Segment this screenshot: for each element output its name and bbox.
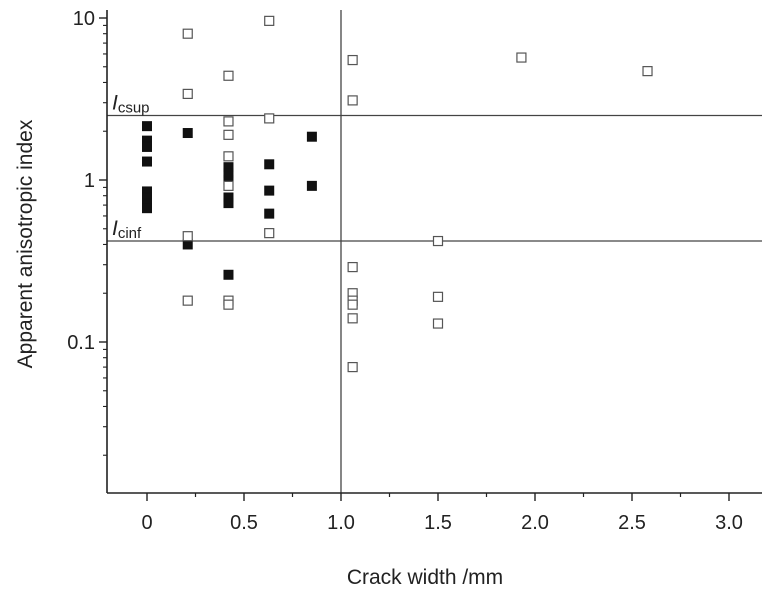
open-square-point bbox=[223, 299, 234, 310]
open-square-point bbox=[347, 313, 358, 324]
y-tick-label: 10 bbox=[73, 8, 95, 30]
open-square-point bbox=[432, 291, 444, 302]
data-points bbox=[142, 15, 653, 373]
filled-square-point bbox=[142, 141, 152, 152]
x-tick-label: 3.0 bbox=[715, 512, 743, 534]
open-square-point bbox=[182, 88, 193, 100]
open-square-point bbox=[347, 299, 358, 310]
x-tick-label: 1.0 bbox=[327, 512, 355, 534]
ref-label-cinf: Icinf bbox=[112, 217, 142, 242]
filled-square-point bbox=[182, 239, 193, 250]
open-square-point bbox=[347, 361, 358, 373]
filled-square-point bbox=[306, 180, 317, 191]
open-square-point bbox=[223, 116, 234, 127]
open-square-point bbox=[264, 113, 275, 124]
open-square-point bbox=[642, 66, 653, 77]
y-tick-label: 0.1 bbox=[67, 332, 95, 354]
reference-lines bbox=[107, 10, 762, 493]
filled-square-point bbox=[142, 156, 152, 167]
open-square-point bbox=[182, 28, 193, 39]
x-tick-label: 2.5 bbox=[618, 512, 646, 534]
filled-square-point bbox=[264, 185, 275, 196]
open-square-point bbox=[264, 15, 275, 26]
filled-square-point bbox=[142, 203, 152, 214]
ticks: 0 0.5 1.0 1.5 2.0 2.5 3.0 0.1 1 10 bbox=[67, 8, 743, 534]
open-square-point bbox=[347, 95, 358, 106]
y-tick-label: 1 bbox=[84, 170, 95, 192]
open-square-point bbox=[223, 70, 234, 81]
open-square-point bbox=[223, 180, 234, 191]
open-square-point bbox=[264, 228, 275, 239]
reference-line-labels: Icsup Icinf bbox=[112, 92, 150, 242]
open-square-point bbox=[223, 151, 234, 162]
x-tick-label: 0.5 bbox=[230, 512, 258, 534]
x-axis-label: Crack width /mm bbox=[347, 566, 503, 589]
open-square-point bbox=[182, 231, 193, 242]
filled-square-point bbox=[306, 131, 317, 142]
filled-square-point bbox=[264, 159, 275, 170]
filled-square-point bbox=[223, 269, 234, 280]
filled-square-point bbox=[182, 128, 193, 139]
ref-label-csup: Icsup bbox=[112, 92, 150, 117]
filled-square-point bbox=[223, 198, 234, 209]
axes bbox=[106, 10, 762, 494]
open-square-point bbox=[432, 235, 444, 247]
open-square-point bbox=[182, 295, 193, 306]
x-tick-label: 1.5 bbox=[424, 512, 452, 534]
filled-square-point bbox=[264, 208, 275, 219]
open-square-point bbox=[516, 52, 527, 63]
filled-square-point bbox=[142, 121, 152, 132]
x-tick-label: 0 bbox=[141, 512, 152, 534]
open-square-point bbox=[223, 129, 234, 140]
open-square-point bbox=[347, 261, 358, 273]
open-square-point bbox=[432, 318, 444, 329]
y-axis-label: Apparent anisotropic index bbox=[14, 119, 37, 368]
open-square-point bbox=[347, 54, 358, 66]
x-tick-label: 2.0 bbox=[521, 512, 549, 534]
